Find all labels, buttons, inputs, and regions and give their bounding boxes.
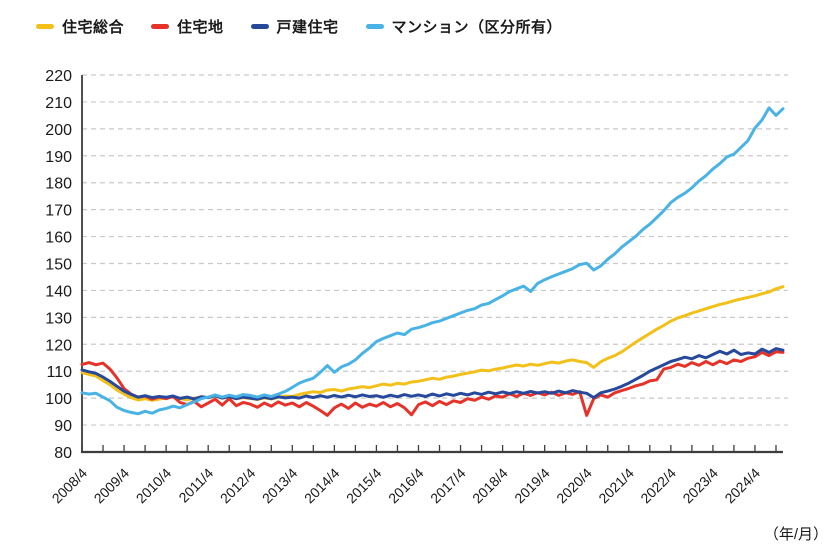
x-axis-tick-label: 2021/4 — [595, 465, 637, 507]
series-line-condominium — [80, 106, 785, 416]
legend-item-condominium: マンション（区分所有） — [365, 16, 563, 37]
legend-item-housing-composite: 住宅総合 — [36, 16, 124, 37]
legend-swatch-detached-house — [250, 24, 269, 29]
legend-label-housing-composite: 住宅総合 — [62, 19, 125, 36]
x-axis-tick-label: 2010/4 — [133, 465, 175, 507]
legend-label-detached-house: 戸建住宅 — [276, 19, 339, 36]
y-axis-tick-label: 190 — [45, 149, 72, 166]
x-axis-tick-label: 2009/4 — [91, 465, 133, 507]
x-axis-tick-label: 2015/4 — [343, 465, 385, 507]
x-axis-tick-label: 2018/4 — [469, 465, 511, 507]
legend-item-detached-house: 戸建住宅 — [250, 16, 339, 37]
legend-label-residential-land: 住宅地 — [177, 19, 224, 36]
legend-label-condominium: マンション（区分所有） — [391, 19, 563, 36]
y-axis-tick-label: 80 — [54, 445, 72, 462]
x-axis-tick-label: 2011/4 — [175, 465, 216, 506]
legend-swatch-residential-land — [151, 24, 170, 29]
series-line-housing-composite — [80, 285, 785, 402]
y-axis-tick-label: 120 — [45, 337, 72, 354]
x-axis-tick-label: 2014/4 — [301, 465, 343, 507]
y-axis-tick-label: 220 — [45, 68, 72, 85]
y-axis-tick-label: 160 — [45, 230, 72, 247]
y-axis-tick-label: 200 — [45, 122, 72, 139]
x-axis-tick-label: 2013/4 — [259, 465, 301, 507]
series-line-detached-house — [80, 347, 785, 401]
y-axis-tick-label: 140 — [45, 283, 72, 300]
chart-legend: 住宅総合 住宅地 戸建住宅 マンション（区分所有） — [36, 16, 562, 37]
x-axis-tick-label: 2017/4 — [427, 465, 469, 507]
y-axis-tick-label: 130 — [45, 310, 72, 327]
y-axis-tick-label: 150 — [45, 257, 72, 274]
y-axis-tick-label: 100 — [45, 391, 72, 408]
x-axis-tick-label: 2008/4 — [49, 465, 91, 507]
y-axis-tick-label: 170 — [45, 203, 72, 220]
y-axis-tick-label: 210 — [45, 95, 72, 112]
x-axis-tick-label: 2019/4 — [511, 465, 553, 507]
x-axis-tick-label: 2012/4 — [217, 465, 259, 507]
x-axis-tick-label: 2022/4 — [637, 465, 679, 507]
series-line-residential-land — [80, 350, 785, 417]
x-axis-tick-label: 2016/4 — [385, 465, 427, 507]
y-axis-tick-label: 180 — [45, 176, 72, 193]
y-axis-tick-label: 90 — [54, 418, 72, 435]
x-axis-unit-label: （年/月） — [763, 526, 828, 543]
legend-item-residential-land: 住宅地 — [151, 16, 224, 37]
legend-swatch-housing-composite — [36, 24, 54, 29]
x-axis-tick-label: 2020/4 — [553, 465, 595, 507]
y-axis-tick-label: 110 — [46, 364, 72, 381]
legend-swatch-condominium — [365, 24, 384, 29]
x-axis-tick-label: 2023/4 — [679, 465, 721, 507]
x-axis-tick-label: 2024/4 — [721, 465, 763, 507]
